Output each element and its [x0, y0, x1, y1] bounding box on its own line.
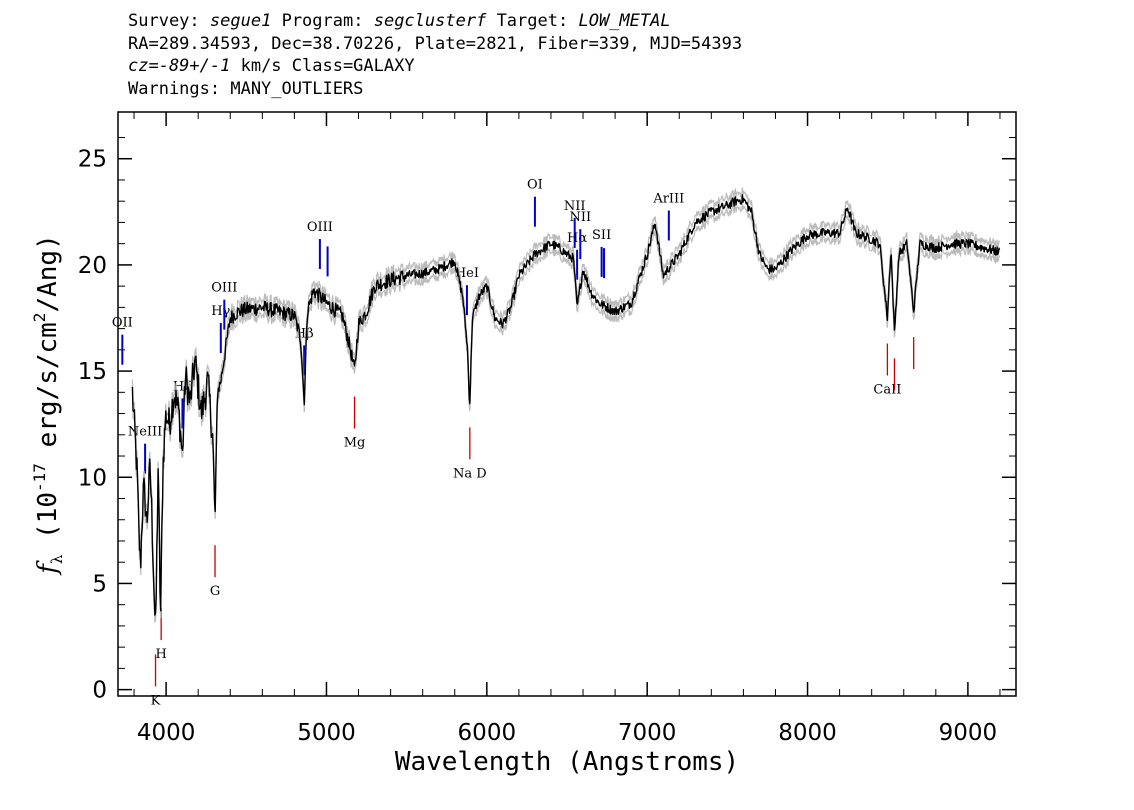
axis-ticks: 4000 5000 6000 7000 8000 9000 0 5 10 15 20 25: [78, 112, 1016, 746]
class-text: km/s Class=GALAXY: [230, 56, 415, 76]
flux-line: [131, 194, 1001, 616]
flux-error-lower: [131, 202, 1001, 623]
target-value: LOW_METAL: [578, 11, 671, 31]
x-tick-label: 8000: [778, 720, 837, 746]
header-line-survey: Survey: segue1 Program: segclusterf Targ…: [128, 10, 742, 33]
x-tick-label: 6000: [458, 720, 517, 746]
flux-series: [131, 187, 1001, 623]
spectral-line-label: Na D: [453, 466, 487, 481]
spectrum-header: Survey: segue1 Program: segclusterf Targ…: [128, 10, 742, 100]
spectral-line-label: OIII: [211, 281, 237, 296]
survey-key: Survey:: [128, 11, 200, 31]
spectral-line-label: Hα: [567, 231, 587, 246]
y-tick-label: 5: [92, 571, 107, 597]
y-tick-label: 15: [78, 359, 107, 385]
spectral-line-label: NII: [564, 199, 586, 214]
spectral-line-label: CaII: [873, 382, 901, 397]
survey-value: segue1: [209, 11, 272, 31]
spectral-line-label: Mg: [344, 436, 366, 451]
y-tick-label: 25: [78, 147, 107, 173]
program-key: Program:: [281, 11, 364, 31]
spectral-line-label: ArIII: [652, 191, 684, 206]
spectral-line-label: OIII: [307, 220, 333, 235]
x-axis-title: Wavelength (Angstroms): [395, 747, 739, 777]
y-tick-label: 0: [92, 678, 107, 704]
plot-frame: [117, 111, 1017, 697]
x-tick-label: 4000: [137, 720, 196, 746]
program-value: segclusterf: [373, 11, 487, 31]
target-key: Target:: [496, 11, 569, 31]
spectral-line-markers: OIINeIIIHδHγOIIIHβOIIIHeIOINIIHαNIISIIAr…: [112, 178, 915, 708]
y-tick-label: 20: [78, 253, 107, 279]
header-line-redshift: cz=-89+/-1 km/s Class=GALAXY: [128, 55, 742, 78]
spectral-line-label: H: [155, 647, 166, 662]
spectral-line-label: SII: [592, 228, 611, 243]
x-tick-label: 5000: [297, 720, 356, 746]
x-tick-label: 7000: [618, 720, 677, 746]
cz-value: cz=-89+/-1: [128, 56, 231, 76]
spectral-line-label: OII: [112, 316, 133, 331]
y-axis-title: fλ (10-17 erg/s/cm2/Ang): [30, 234, 66, 575]
spectral-line-label: OI: [527, 178, 543, 193]
spectral-line-label: NII: [569, 210, 591, 225]
y-tick-label: 10: [78, 465, 107, 491]
x-tick-label: 9000: [939, 720, 998, 746]
spectral-line-label: Hγ: [211, 304, 230, 319]
header-line-coords: RA=289.34593, Dec=38.70226, Plate=2821, …: [128, 33, 743, 54]
spectral-line-label: G: [210, 584, 220, 599]
flux-error-upper: [131, 187, 1001, 608]
spectral-line-label: NeIII: [128, 425, 162, 440]
spectral-line-label: K: [151, 693, 161, 708]
header-line-warnings: Warnings: MANY_OUTLIERS: [128, 78, 364, 99]
